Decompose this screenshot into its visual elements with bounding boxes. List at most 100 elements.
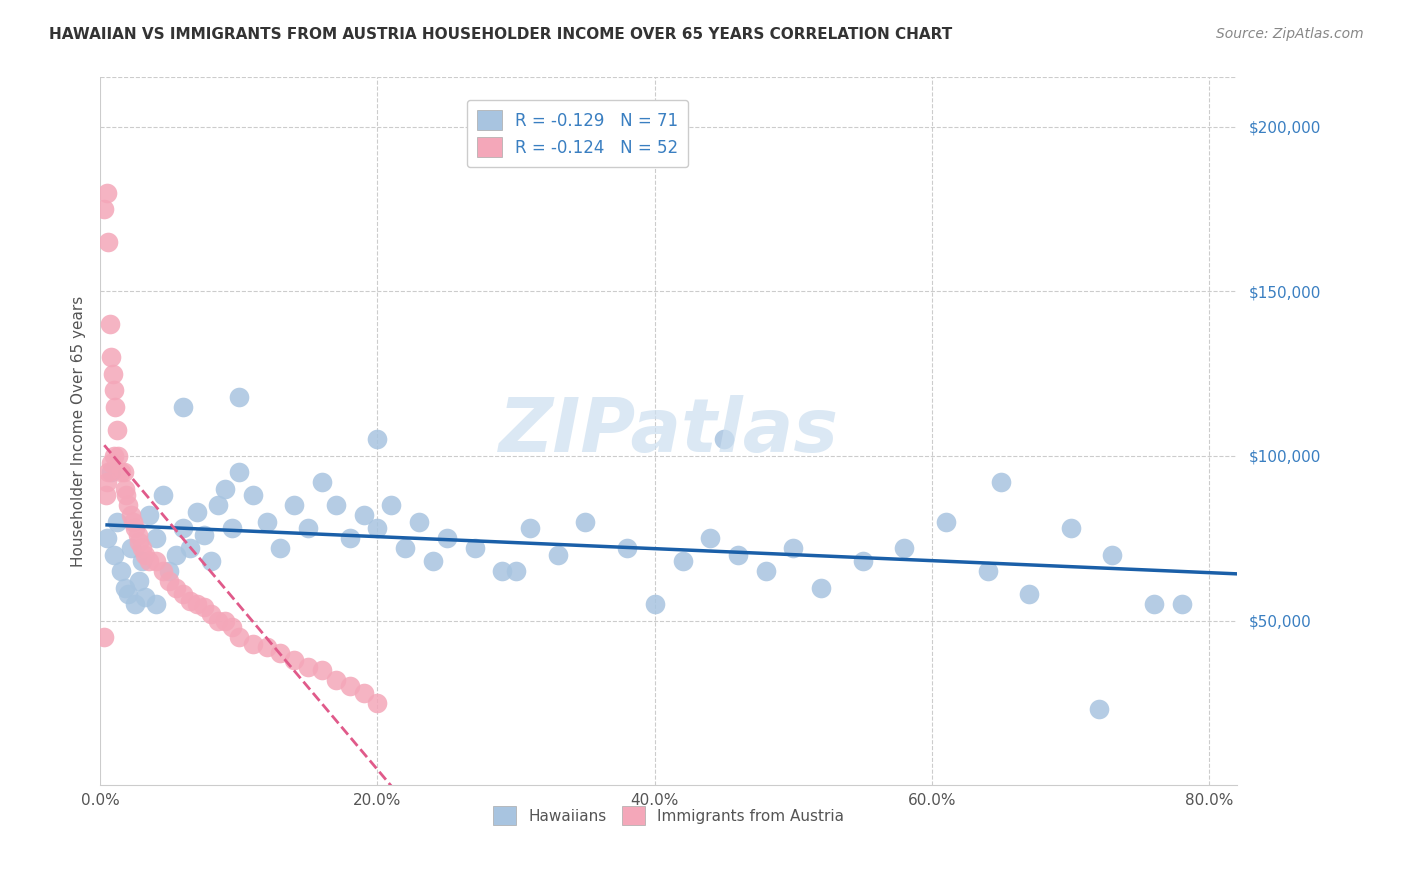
Point <box>186 505 208 519</box>
Point <box>893 541 915 555</box>
Point <box>110 564 132 578</box>
Point <box>935 515 957 529</box>
Point <box>114 482 136 496</box>
Point <box>699 531 721 545</box>
Point <box>138 554 160 568</box>
Point <box>297 659 319 673</box>
Point <box>122 515 145 529</box>
Point <box>353 508 375 523</box>
Point <box>574 515 596 529</box>
Point <box>200 607 222 621</box>
Point <box>159 574 181 588</box>
Legend: Hawaiians, Immigrants from Austria: Hawaiians, Immigrants from Austria <box>484 797 853 834</box>
Point <box>96 531 118 545</box>
Point <box>117 499 139 513</box>
Point <box>214 614 236 628</box>
Point <box>228 630 250 644</box>
Point <box>1060 521 1083 535</box>
Point <box>172 587 194 601</box>
Point <box>100 350 122 364</box>
Point <box>172 400 194 414</box>
Point <box>110 466 132 480</box>
Point <box>214 482 236 496</box>
Point <box>207 614 229 628</box>
Point <box>644 597 666 611</box>
Point <box>134 591 156 605</box>
Text: Source: ZipAtlas.com: Source: ZipAtlas.com <box>1216 27 1364 41</box>
Point <box>165 581 187 595</box>
Point <box>221 521 243 535</box>
Point <box>353 686 375 700</box>
Point <box>145 597 167 611</box>
Point <box>193 528 215 542</box>
Point <box>93 202 115 216</box>
Point <box>107 449 129 463</box>
Point <box>124 597 146 611</box>
Point <box>990 475 1012 490</box>
Point <box>128 534 150 549</box>
Point <box>1087 702 1109 716</box>
Point <box>408 515 430 529</box>
Point <box>145 554 167 568</box>
Point <box>100 456 122 470</box>
Point <box>101 367 124 381</box>
Point <box>152 564 174 578</box>
Point <box>366 521 388 535</box>
Point <box>134 548 156 562</box>
Point <box>221 620 243 634</box>
Point <box>311 663 333 677</box>
Point <box>228 390 250 404</box>
Point <box>138 508 160 523</box>
Point <box>269 541 291 555</box>
Point <box>165 548 187 562</box>
Point <box>117 587 139 601</box>
Point <box>1143 597 1166 611</box>
Point <box>172 521 194 535</box>
Point <box>200 554 222 568</box>
Point <box>547 548 569 562</box>
Point <box>616 541 638 555</box>
Point <box>852 554 875 568</box>
Point <box>112 466 135 480</box>
Point <box>325 673 347 687</box>
Text: ZIPatlas: ZIPatlas <box>499 395 838 467</box>
Point <box>810 581 832 595</box>
Point <box>464 541 486 555</box>
Point <box>128 574 150 588</box>
Point <box>96 186 118 200</box>
Point <box>103 383 125 397</box>
Point <box>120 508 142 523</box>
Point <box>1101 548 1123 562</box>
Point <box>96 475 118 490</box>
Point <box>179 541 201 555</box>
Text: HAWAIIAN VS IMMIGRANTS FROM AUSTRIA HOUSEHOLDER INCOME OVER 65 YEARS CORRELATION: HAWAIIAN VS IMMIGRANTS FROM AUSTRIA HOUS… <box>49 27 952 42</box>
Point <box>782 541 804 555</box>
Point <box>159 564 181 578</box>
Point <box>228 466 250 480</box>
Point <box>671 554 693 568</box>
Point <box>269 647 291 661</box>
Point <box>283 653 305 667</box>
Point <box>131 541 153 555</box>
Point <box>394 541 416 555</box>
Point <box>94 488 117 502</box>
Point <box>103 548 125 562</box>
Point <box>131 554 153 568</box>
Point <box>105 423 128 437</box>
Point <box>976 564 998 578</box>
Point <box>120 541 142 555</box>
Point <box>339 679 361 693</box>
Point <box>325 499 347 513</box>
Point <box>97 466 120 480</box>
Point <box>100 466 122 480</box>
Point <box>145 531 167 545</box>
Point <box>366 696 388 710</box>
Point <box>311 475 333 490</box>
Point <box>104 400 127 414</box>
Point <box>283 499 305 513</box>
Point <box>505 564 527 578</box>
Point <box>519 521 541 535</box>
Point <box>256 515 278 529</box>
Point <box>105 515 128 529</box>
Point <box>1171 597 1194 611</box>
